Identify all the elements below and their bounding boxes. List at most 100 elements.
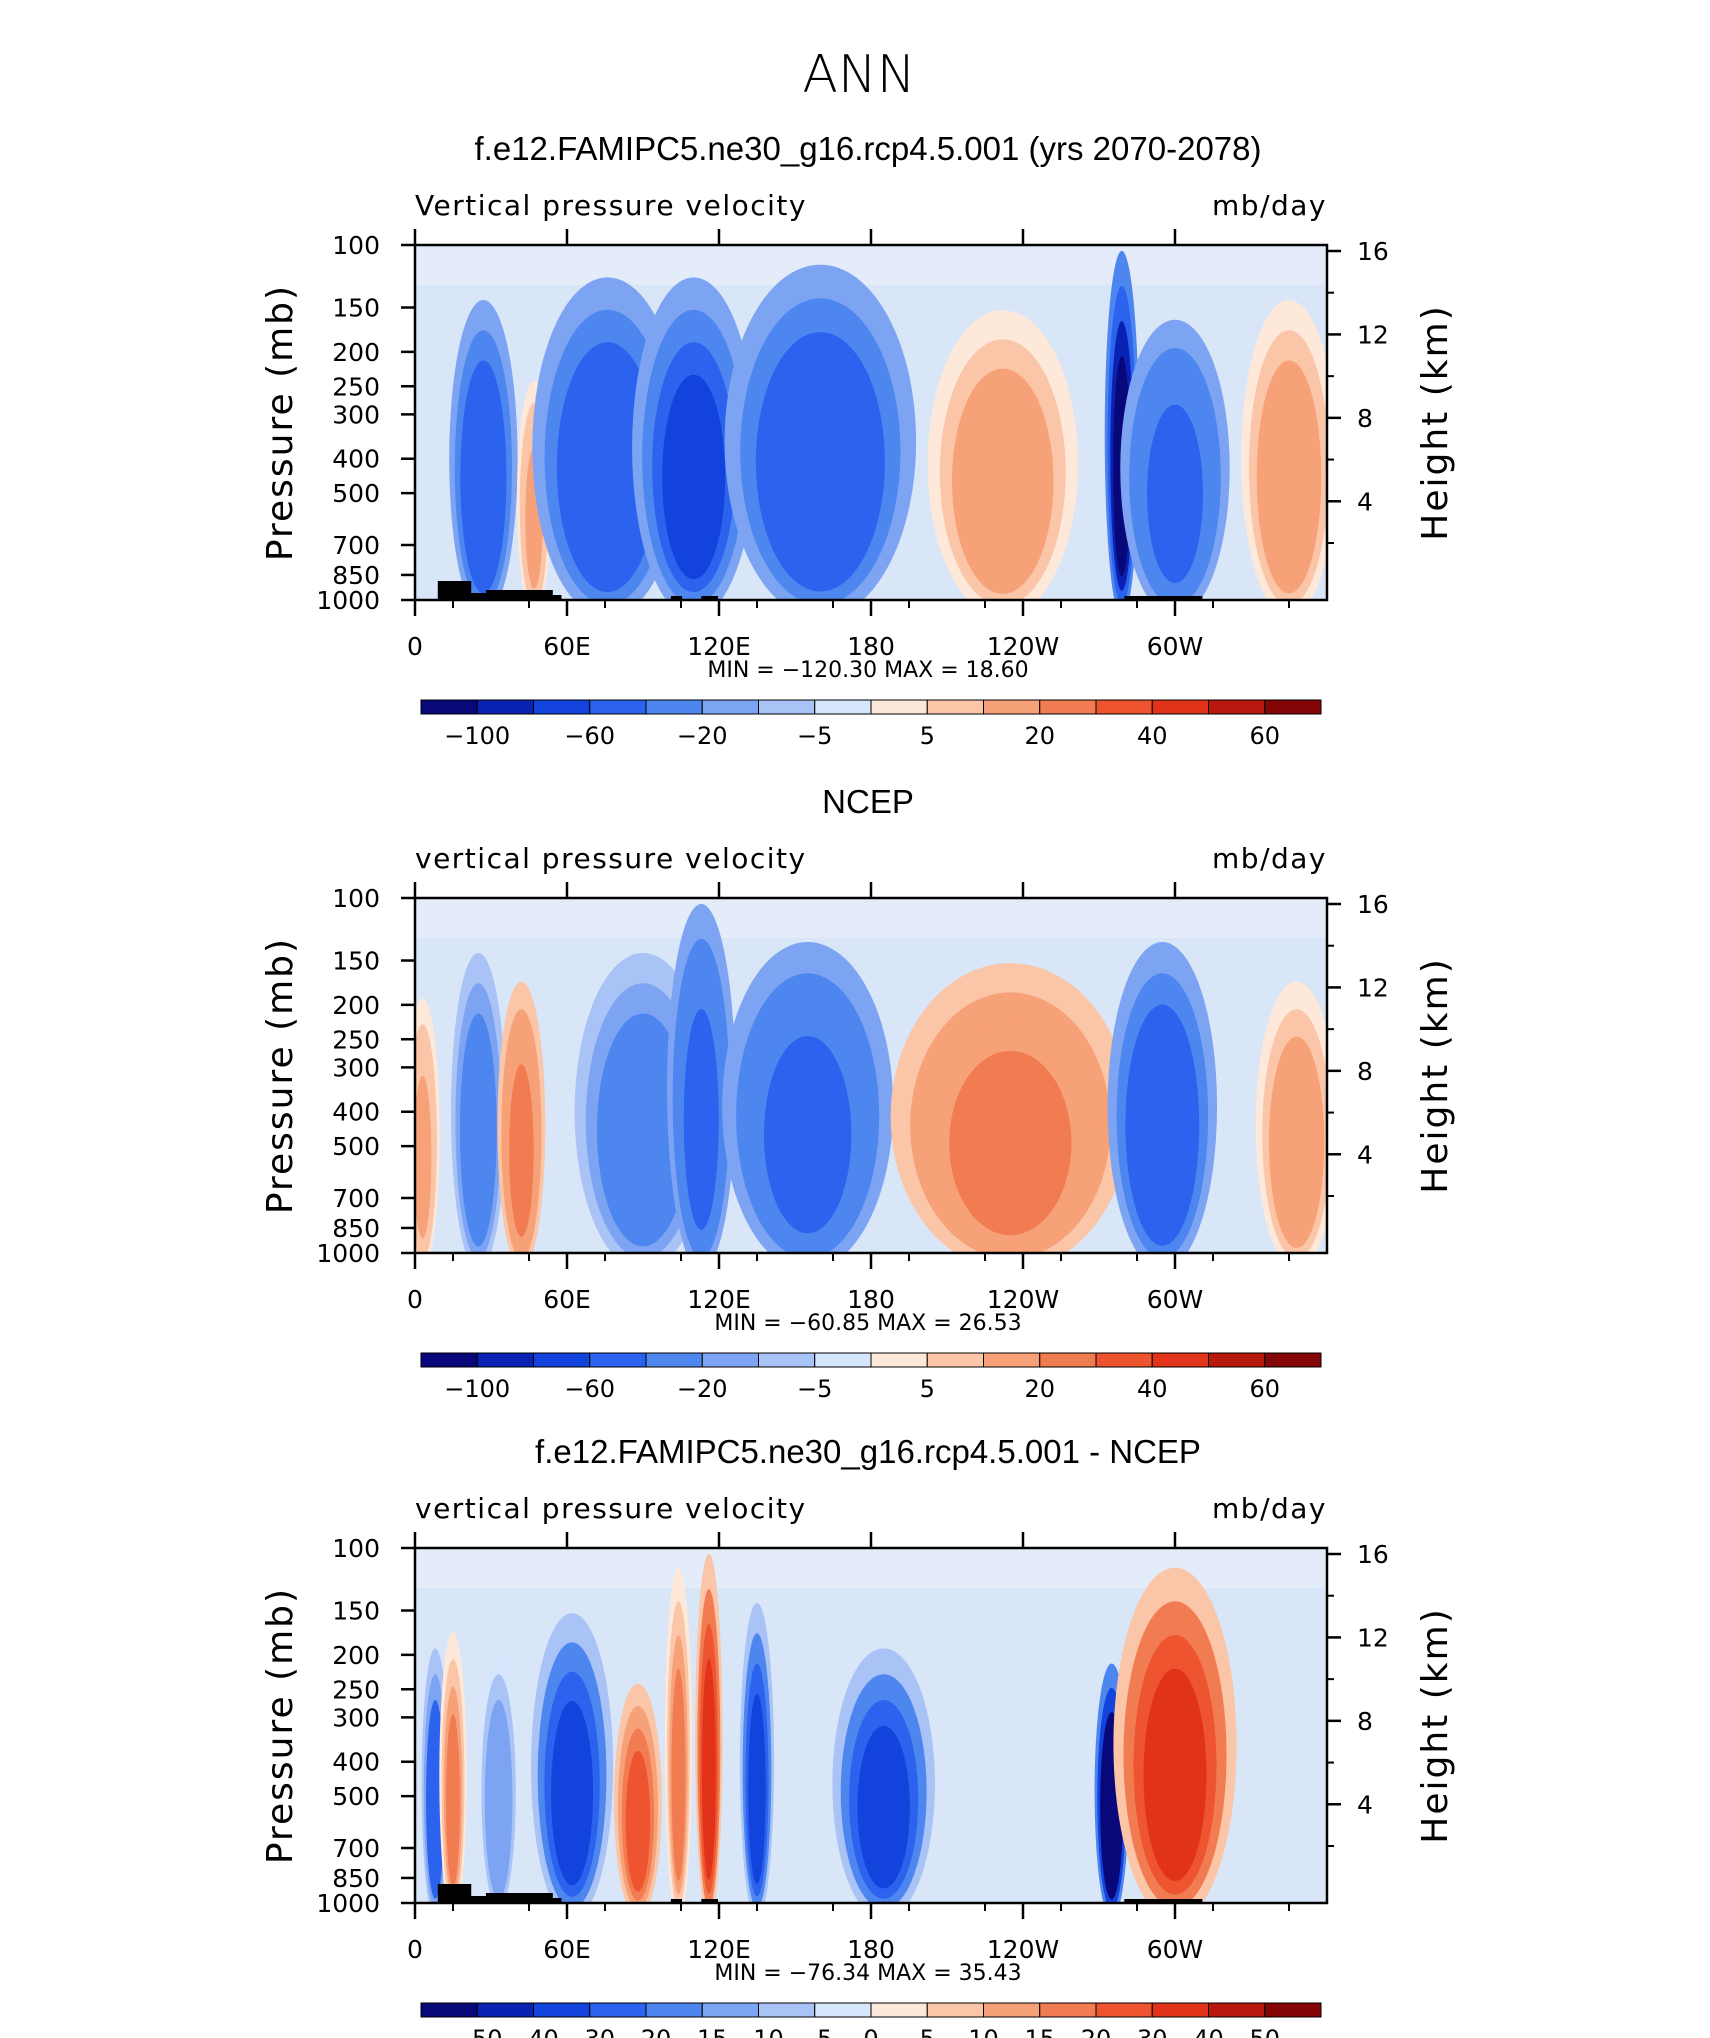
colorbar-label: −10	[733, 2025, 784, 2038]
contour-feature	[1143, 1668, 1207, 1881]
colorbar-swatch	[758, 1352, 816, 1368]
min-max-label: MIN = −76.34 MAX = 35.43	[714, 1961, 1021, 1986]
colorbar-swatch	[701, 699, 759, 715]
contour-feature	[671, 1668, 686, 1881]
terrain-mask	[539, 595, 562, 600]
upper-band	[415, 898, 1327, 938]
y-tick-label: 200	[332, 991, 380, 1020]
colorbar-swatch	[814, 1352, 872, 1368]
colorbar: −100 −60 −20 −5 5 20 40 60	[420, 699, 1322, 750]
colorbar-swatch	[983, 699, 1041, 715]
contour-feature	[964, 397, 1042, 583]
contour-feature	[625, 1750, 651, 1892]
y-tick-label: 150	[332, 947, 380, 976]
contour-feature	[1147, 404, 1203, 584]
colorbar-label: −40	[508, 2025, 559, 2038]
y-axis-label-right: Height (km)	[1415, 304, 1456, 540]
y-tick-label: 300	[332, 1703, 380, 1732]
colorbar-swatch	[1151, 2002, 1209, 2018]
y-tick-label: 400	[332, 1098, 380, 1127]
contour-feature	[683, 1009, 719, 1230]
colorbar-label: −50	[452, 2025, 503, 2038]
colorbar-label: 10	[968, 2025, 999, 2038]
x-tick-label: 60E	[543, 1935, 591, 1964]
colorbar-label: −60	[564, 1375, 615, 1403]
y-tick-label: 850	[332, 561, 380, 590]
colorbar-swatch	[1039, 1352, 1097, 1368]
height-tick-label: 4	[1357, 1790, 1373, 1819]
y-tick-label: 250	[332, 372, 380, 401]
colorbar-label: 40	[1137, 722, 1168, 750]
colorbar-swatch	[870, 1352, 928, 1368]
x-tick-label: 0	[407, 632, 423, 661]
y-tick-label: 1000	[316, 1889, 380, 1918]
colorbar-label: 5	[920, 2025, 935, 2038]
colorbar-swatch	[1208, 1352, 1266, 1368]
height-tick-label: 8	[1357, 1057, 1373, 1086]
colorbar-label: −100	[444, 722, 510, 750]
y-tick-label: 850	[332, 1864, 380, 1893]
colorbar-swatch	[1095, 699, 1153, 715]
colorbar-label: −5	[797, 722, 832, 750]
colorbar-swatch	[983, 2002, 1041, 2018]
colorbar-swatch	[1039, 699, 1097, 715]
colorbar-swatch	[926, 2002, 984, 2018]
colorbar-label: 20	[1081, 2025, 1112, 2038]
colorbar-swatch	[420, 699, 478, 715]
panel-2: NCEP vertical pressure velocity mb/day 0 60E…	[260, 783, 1456, 1403]
y-axis-label-right: Height (km)	[1415, 957, 1456, 1193]
contour-feature	[748, 1693, 766, 1885]
colorbar-swatch	[870, 699, 928, 715]
colorbar-label: 30	[1137, 2025, 1168, 2038]
height-tick-label: 4	[1357, 487, 1373, 516]
panel-title: f.e12.FAMIPC5.ne30_g16.rcp4.5.001 - NCEP	[535, 1433, 1201, 1470]
colorbar-swatch	[1039, 2002, 1097, 2018]
colorbar-label: 20	[1024, 1375, 1055, 1403]
colorbar-swatch	[645, 1352, 703, 1368]
colorbar-swatch	[701, 1352, 759, 1368]
y-tick-label: 100	[332, 884, 380, 913]
colorbar-swatch	[1208, 699, 1266, 715]
colorbar-label: 40	[1137, 1375, 1168, 1403]
colorbar-label: 40	[1193, 2025, 1224, 2038]
height-tick-label: 8	[1357, 404, 1373, 433]
y-axis-label: Pressure (mb)	[260, 284, 301, 561]
colorbar-swatch	[1264, 1352, 1322, 1368]
units-label: mb/day	[1212, 842, 1327, 875]
min-max-label: MIN = −60.85 MAX = 26.53	[714, 1311, 1021, 1336]
terrain-mask	[1124, 1899, 1203, 1903]
contour-feature	[1134, 1035, 1191, 1234]
colorbar-label: −15	[677, 2025, 728, 2038]
y-tick-label: 500	[332, 479, 380, 508]
colorbar-swatch	[476, 699, 534, 715]
x-tick-label: 60W	[1147, 1935, 1204, 1964]
contour-feature	[949, 1050, 1072, 1236]
colorbar-swatch	[814, 2002, 872, 2018]
colorbar: −50−40−30−20−15−10−505101520304050	[420, 2002, 1322, 2038]
contour-field	[415, 1548, 1327, 1903]
colorbar-swatch	[1095, 1352, 1153, 1368]
colorbar-swatch	[926, 1352, 984, 1368]
x-tick-label: 120E	[687, 1285, 751, 1314]
colorbar-swatch	[476, 2002, 534, 2018]
height-tick-label: 12	[1357, 973, 1389, 1002]
colorbar-swatch	[420, 2002, 478, 2018]
x-tick-label: 60W	[1147, 1285, 1204, 1314]
colorbar-swatch	[1264, 699, 1322, 715]
y-tick-label: 400	[332, 445, 380, 474]
y-tick-label: 700	[332, 1184, 380, 1213]
contour-feature	[701, 1659, 716, 1880]
x-tick-label: 120W	[987, 1285, 1059, 1314]
height-tick-label: 16	[1357, 890, 1389, 919]
contour-feature	[446, 1714, 460, 1887]
colorbar-label: 20	[1024, 722, 1055, 750]
x-tick-label: 120E	[687, 1935, 751, 1964]
colorbar-swatch	[870, 2002, 928, 2018]
colorbar-swatch	[476, 1352, 534, 1368]
x-tick-label: 0	[407, 1285, 423, 1314]
contour-feature	[1275, 1064, 1318, 1237]
colorbar-label: 50	[1249, 2025, 1280, 2038]
y-tick-label: 100	[332, 1534, 380, 1563]
colorbar-swatch	[701, 2002, 759, 2018]
x-tick-label: 60E	[543, 1285, 591, 1314]
